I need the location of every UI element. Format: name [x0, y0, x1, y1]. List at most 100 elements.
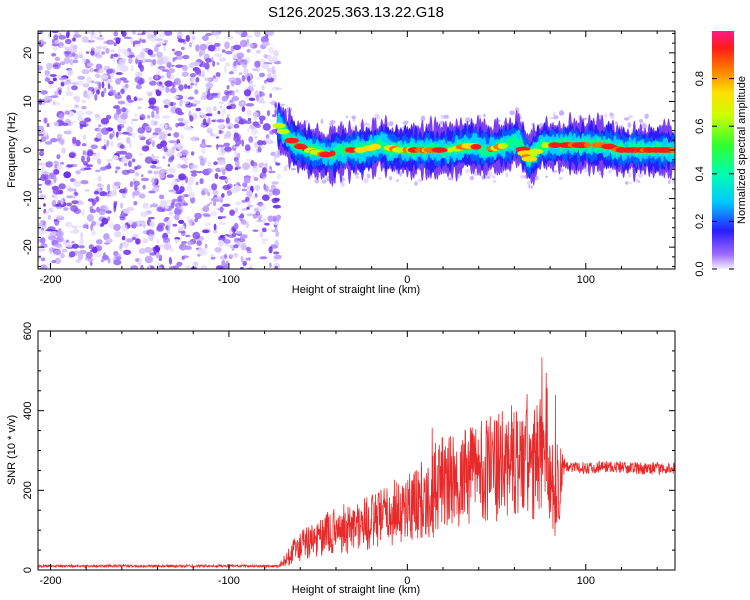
- spectrogram-halo-blob: [417, 179, 423, 183]
- snr-x-tick-label: 0: [404, 575, 410, 587]
- spectrogram-noise-blob: [207, 203, 210, 207]
- spectrogram-noise-blob: [148, 233, 154, 242]
- spectrogram-noise-blob: [44, 71, 49, 78]
- spectrogram-noise-blob: [125, 152, 133, 160]
- spectrogram-noise-blob: [264, 79, 267, 84]
- spectrogram-noise-blob: [167, 133, 171, 137]
- snr-y-tick-label: 200: [22, 481, 34, 499]
- spectrogram-noise-blob: [246, 190, 253, 198]
- spectrogram-noise-blob: [165, 86, 170, 93]
- spectrogram-noise-blob: [58, 89, 62, 96]
- spectrogram-ridge-peak: [272, 122, 286, 129]
- spectrogram-x-ticks: -200 -100 0 100: [39, 31, 658, 286]
- spectrogram-noise-blob: [239, 234, 248, 239]
- spectrogram-halo-blob: [447, 177, 454, 181]
- spectrogram-noise-blob: [179, 145, 183, 150]
- spectrogram-noise-blob: [259, 231, 264, 238]
- spectrogram-noise-blob: [132, 190, 141, 196]
- snr-x-tick-label: 100: [577, 575, 595, 587]
- spectrogram-noise-blob: [272, 204, 281, 209]
- spectrogram-noise-blob: [90, 144, 99, 149]
- spectrogram-noise-blob: [95, 46, 103, 50]
- spectrogram-noise-blob: [59, 45, 68, 48]
- spectrogram-noise-blob: [125, 238, 134, 243]
- spectrogram-noise-blob: [135, 238, 139, 245]
- spectrogram-noise-blob: [233, 254, 239, 258]
- spectrogram-noise-blob: [86, 62, 94, 67]
- spectrogram-halo-blob: [396, 178, 399, 183]
- spectrogram-noise-blob: [251, 128, 258, 136]
- spectrogram-noise-blob: [158, 81, 162, 85]
- spectrogram-noise-blob: [38, 183, 43, 187]
- spectrogram-noise-blob: [184, 125, 192, 131]
- spectrogram-noise-blob: [99, 34, 103, 37]
- spectrogram-noise-blob: [77, 115, 82, 122]
- spectrogram-noise-blob: [158, 171, 166, 179]
- spectrogram-noise-blob: [168, 126, 172, 131]
- spectrogram-noise-blob: [213, 207, 221, 210]
- spectrogram-noise-blob: [122, 192, 126, 199]
- spectrogram-noise-blob: [51, 260, 56, 264]
- spectrogram-noise-blob: [164, 205, 169, 209]
- spectrogram-noise-blob: [72, 59, 79, 64]
- spectrogram-noise-blob: [166, 229, 171, 234]
- spectrogram-noise-blob: [227, 113, 230, 118]
- spectrogram-noise-blob: [258, 59, 267, 64]
- spectrogram-noise-blob: [254, 193, 258, 198]
- spectrogram-noise-blob: [141, 48, 146, 51]
- spectrogram-noise-blob: [72, 136, 77, 144]
- spectrogram-noise-blob: [204, 54, 209, 59]
- spectrogram-noise-blob: [115, 72, 123, 75]
- spectrogram-noise-blob: [78, 51, 82, 56]
- spectrogram-noise-blob: [203, 214, 212, 218]
- spectrogram-noise-blob: [178, 219, 185, 224]
- spectrogram-noise-blob: [38, 248, 44, 253]
- spectrogram-noise-blob: [144, 255, 153, 264]
- spectrogram-noise-blob: [158, 194, 165, 200]
- spectrogram-noise-blob: [87, 198, 94, 202]
- spectrogram-halo-blob: [340, 181, 345, 188]
- spectrogram-noise-blob: [58, 77, 67, 81]
- spectrogram-halo-blob: [552, 170, 558, 173]
- spectrogram-noise-blob: [116, 108, 122, 115]
- spectrogram-noise-blob: [225, 50, 233, 55]
- spectrogram-noise-blob: [174, 236, 181, 240]
- spectrogram-noise-blob: [266, 110, 271, 117]
- spectrogram-noise-blob: [181, 71, 189, 78]
- spectrogram-noise-blob: [264, 163, 268, 168]
- spectrogram-noise-blob: [142, 202, 149, 209]
- spectrogram-noise-blob: [207, 161, 211, 167]
- spectrogram-noise-blob: [92, 246, 98, 254]
- spectrogram-halo-blob: [469, 175, 475, 181]
- spectrogram-noise-blob: [151, 153, 155, 160]
- spectrogram-noise-blob: [202, 70, 205, 78]
- spectrogram-noise-blob: [194, 218, 198, 223]
- spectrogram-noise-blob: [48, 207, 54, 213]
- spectrogram-noise-blob: [224, 253, 228, 259]
- spectrogram-noise-blob: [248, 97, 256, 102]
- spectrogram-noise-blob: [147, 49, 153, 56]
- spectrogram-noise-blob: [126, 94, 132, 102]
- spectrogram-noise-blob: [106, 183, 111, 192]
- spectrogram-x-tick-label: -200: [39, 274, 61, 286]
- spectrogram-noise-blob: [185, 34, 190, 42]
- spectrogram-noise-blob: [120, 202, 123, 209]
- spectrogram-noise-blob: [235, 89, 239, 93]
- spectrogram-noise-blob: [138, 192, 146, 200]
- spectrogram-noise-blob: [45, 229, 54, 232]
- spectrogram-noise-blob: [224, 244, 230, 247]
- spectrogram-noise-blob: [163, 237, 171, 244]
- spectrogram-noise-blob: [191, 40, 195, 44]
- spectrogram-noise-blob: [192, 261, 199, 267]
- spectrogram-noise-blob: [274, 227, 278, 231]
- spectrogram-noise-blob: [259, 144, 266, 149]
- spectrogram-noise-blob: [199, 43, 207, 51]
- spectrogram-noise-blob: [151, 110, 155, 118]
- spectrogram-halo-blob: [509, 110, 516, 116]
- spectrogram-noise-blob: [262, 175, 266, 181]
- spectrogram-noise-blob: [234, 150, 238, 157]
- spectrogram-noise-blob: [218, 176, 227, 180]
- spectrogram-noise-blob: [241, 106, 246, 112]
- spectrogram-noise-blob: [57, 236, 64, 243]
- spectrogram-noise-blob: [241, 188, 247, 192]
